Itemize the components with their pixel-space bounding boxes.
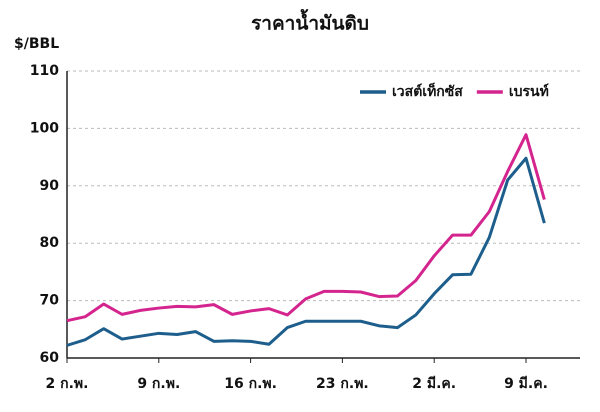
y-tick-label: 70 xyxy=(40,293,60,309)
chart-title: ราคาน้ำมันดิบ xyxy=(251,9,369,35)
x-tick-label: 9 ก.พ. xyxy=(137,376,180,392)
x-tick-label: 2 มี.ค. xyxy=(412,376,456,392)
x-tick-label: 23 ก.พ. xyxy=(316,376,369,392)
y-tick-label: 100 xyxy=(30,120,59,136)
series-line xyxy=(66,156,546,347)
y-axis-label: $/BBL xyxy=(14,36,59,52)
legend-label: เบรนท์ xyxy=(509,83,549,100)
y-tick-label: 60 xyxy=(40,350,60,366)
legend-label: เวสต์เท็กซัส xyxy=(392,82,463,100)
x-tick-label: 2 ก.พ. xyxy=(46,376,89,392)
x-tick-label: 9 มี.ค. xyxy=(504,376,548,392)
x-tick-label: 16 ก.พ. xyxy=(224,376,277,392)
series-line xyxy=(66,133,546,323)
y-tick-label: 110 xyxy=(30,63,59,79)
y-tick-label: 90 xyxy=(40,178,60,194)
y-tick-label: 80 xyxy=(40,235,60,251)
